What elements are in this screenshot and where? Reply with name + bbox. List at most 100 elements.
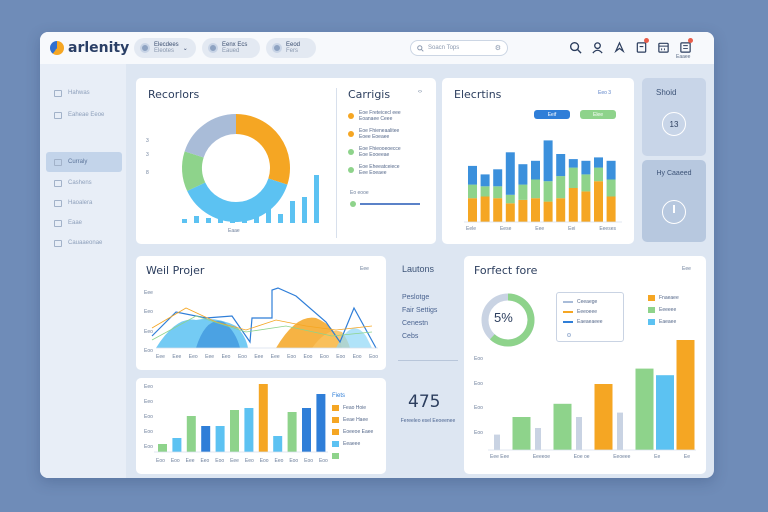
category-line2: Eoee Eoeaee [359,134,390,140]
pin-icon[interactable] [612,40,626,54]
top-bar: arlenity Elecdees Eleotes ⌄ Eenx Ecs Eau… [40,32,714,64]
x-tick: Eee Eee [490,454,510,460]
card-tag[interactable]: Eee [360,266,369,272]
expand-icon[interactable]: ‹› [418,89,422,95]
stat-card-bottom[interactable]: Hy Caaeed [642,160,706,242]
list-item[interactable]: Eoe Eheeatceiece Eee Eoeaee [348,164,401,176]
avatar [208,43,218,53]
recorders-bar [194,216,199,223]
project-area-chart [151,287,378,349]
legend-item: Ceeaege [563,297,617,307]
category-dot [348,167,354,173]
card-tag[interactable]: Eee [682,266,691,272]
list-item[interactable]: Eoe Fhieooeoecce Eoe Eooeeae [348,146,401,158]
legend-title: Fiets [332,393,346,399]
filter-button-2[interactable]: Elee [580,110,616,119]
sidebar-item-2[interactable]: Eaheae Eeoe [46,106,122,124]
workspace-pill-3[interactable]: Eeod Fers [266,38,316,58]
donut-slice [187,178,288,222]
stacked-bar-segment [606,160,616,180]
y-axis-labels: Eoo Eoo Eoo Eoo [474,356,483,436]
user-icon[interactable] [590,40,604,54]
stacked-bar-segment [518,164,528,185]
y-tick: Eoo [144,414,153,420]
recorders-bar [206,218,211,223]
list-item[interactable]: Eoe Fhieneaalitee Eoee Eoeaee [348,128,401,140]
toolbar-caption: Eaaee [676,54,691,60]
sidebar-item-1[interactable]: Hahwas [46,84,122,102]
forecast-bar [576,417,582,450]
x-tick: Eee [270,354,280,360]
inbox-icon[interactable] [678,38,693,54]
legend-item [332,450,373,462]
legend-label: Eaeaeaeee [577,319,603,325]
forecast-bar [535,428,541,450]
workspace-pill-2[interactable]: Eenx Ecs Eaued [202,38,260,58]
category-line1: Eoe Fhieooeoecce [359,146,401,152]
menu-item-icon [54,89,62,97]
x-axis-labels: Eee Eee Eeeeoe Eoe oe Eeoeee Ee Ee [490,454,690,460]
notification-icon[interactable] [634,38,649,54]
panel-link[interactable]: Fair Settigs [402,307,438,314]
category-dot [348,149,354,155]
stacked-bar-segment [556,198,566,222]
category-line1: Eoe Freteicecl eee [359,110,401,116]
workspace-pill-1[interactable]: Elecdees Eleotes ⌄ [134,38,196,58]
elections-card: Elecrtins Eeo 3 Eeif Elee Eele Eese Eee … [442,78,634,244]
y-tick: Eee [144,290,153,296]
stacked-bar-segment [568,159,578,168]
x-tick: Eoo [170,458,180,464]
legend-label: Eeaeee [343,441,361,447]
menu-item-icon [54,199,62,207]
sidebar-item-5[interactable]: Haoalera [46,194,122,212]
lower-bar [186,416,196,452]
stacked-bar-segment [505,194,515,204]
x-axis-labels: Eee Eee Eeo Eee Eeo Eoo Eee Eee Eoo Eoo … [156,354,378,360]
list-item[interactable]: Eoe Freteicecl eee Eoanaee Ceee [348,110,401,122]
sidebar-item-7[interactable]: Cauaaeonae [46,234,122,252]
filter-button-1[interactable]: Eeif [534,110,570,119]
panel-link[interactable]: Cenestn [402,320,429,327]
magnifier-icon[interactable] [568,40,582,54]
pill-sub: Fers [286,48,298,54]
forecast-bar-chart [488,340,696,451]
x-tick: Eei [568,226,576,232]
calendar-icon[interactable] [656,40,670,54]
legend-label: Eaeaee [659,319,677,325]
sidebar-item-6[interactable]: Eaae [46,214,122,232]
forecast-bar [512,417,531,450]
stacked-bar-segment [556,154,566,177]
stacked-bar-segment [556,176,566,199]
forecast-bar [553,403,572,450]
forecast-bar [594,384,613,450]
stacked-bar-segment [543,140,553,182]
lower-bar [215,426,225,452]
x-tick: Eoo [318,458,328,464]
menu-item-icon [54,158,62,166]
stacked-bar-segment [594,167,603,182]
search-input[interactable]: Soacn Tops ⚙ [410,40,508,56]
forecast-legend: Fnaeaee Eeeeee Eaeaee [648,292,679,328]
stacked-bar-segment [468,184,477,199]
panel-link[interactable]: Cebs [402,333,419,340]
panel-link[interactable]: Peslotge [402,294,430,301]
x-axis-labels: Eele Eese Eee Eei Eeeses [466,226,616,232]
app-logo[interactable]: arlenity [50,40,129,56]
stacked-bar-segment [480,174,490,187]
lower-bar [201,426,211,452]
sidebar-item-4[interactable]: Cashens [46,174,122,192]
progress-dot [350,201,356,207]
panel-heading: Lautons [402,264,435,274]
chart-footer: Eaae [228,228,240,234]
app-window: arlenity Elecdees Eleotes ⌄ Eenx Ecs Eau… [40,32,714,478]
donut-slice [184,114,237,158]
area-series-2 [196,321,240,348]
categories-title: Carrigis [348,88,391,101]
lower-bar-chart [154,384,328,453]
legend-item: Eoeeoe Eaee [332,426,373,438]
x-tick: Eoo [156,458,165,464]
sidebar-item-3[interactable]: Curraly [46,152,122,172]
stat-card-top[interactable]: Shoid 13 [642,78,706,156]
sidebar-item-label: Cashens [68,180,92,186]
x-tick: Eoo [259,458,269,464]
